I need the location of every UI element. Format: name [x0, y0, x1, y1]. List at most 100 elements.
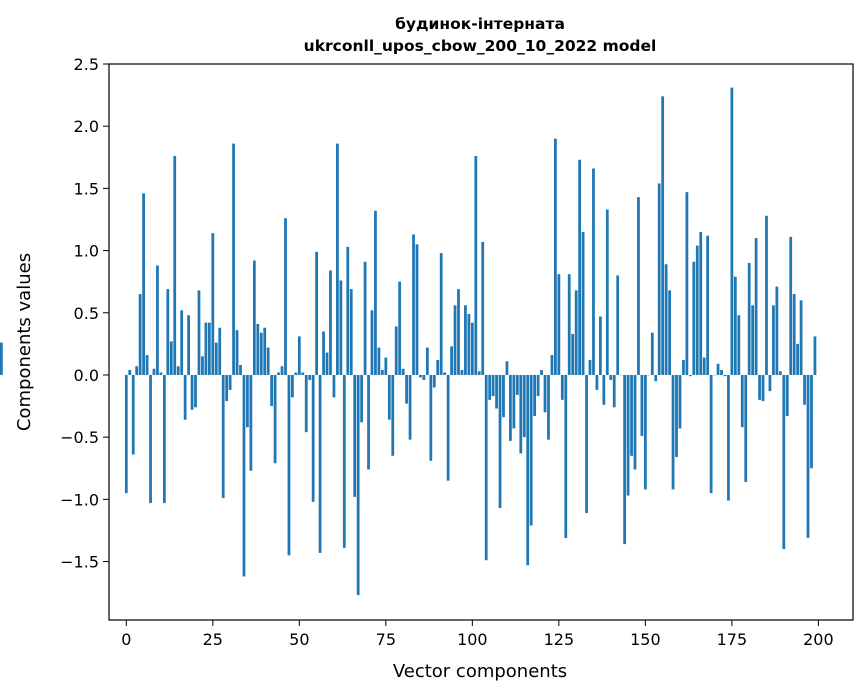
bar	[277, 372, 280, 375]
bar	[709, 374, 713, 494]
bar	[439, 253, 443, 375]
chart-title-line1: будинок-інтерната	[395, 15, 565, 33]
y-tick-label: 2.0	[74, 117, 99, 136]
bar	[252, 260, 256, 375]
bar	[159, 372, 163, 375]
bar	[408, 374, 412, 440]
bar	[474, 156, 478, 375]
bar	[602, 374, 606, 405]
bar	[270, 374, 274, 407]
bar	[394, 326, 398, 375]
bar	[585, 374, 588, 514]
bar	[304, 374, 308, 433]
bar	[401, 368, 405, 375]
bar	[221, 374, 225, 499]
bar	[419, 374, 422, 378]
bar	[443, 372, 447, 375]
bar	[374, 210, 377, 375]
bar	[682, 360, 685, 375]
bar	[190, 374, 194, 410]
bar	[346, 246, 350, 375]
bar	[515, 374, 519, 395]
bar	[526, 374, 530, 566]
bar	[339, 280, 343, 375]
bar	[162, 374, 166, 504]
bar	[706, 235, 710, 375]
bar	[145, 355, 149, 375]
bar	[782, 374, 786, 550]
bar	[370, 310, 374, 375]
bar	[536, 374, 540, 397]
bar	[654, 374, 658, 382]
bar	[550, 355, 554, 375]
y-axis-label: Components values	[14, 253, 35, 431]
bar	[557, 274, 561, 375]
bar	[803, 374, 806, 405]
bar	[405, 374, 408, 404]
bar	[650, 332, 654, 375]
x-tick-label: 150	[630, 630, 661, 649]
bar	[533, 374, 537, 417]
bar	[498, 374, 502, 509]
bar	[605, 209, 609, 375]
y-tick-label: 0.0	[74, 366, 99, 385]
bar	[768, 374, 772, 392]
bar	[723, 374, 727, 377]
bar	[522, 374, 526, 438]
bar	[640, 374, 644, 436]
bar	[775, 286, 779, 375]
bar	[242, 374, 246, 577]
bar	[554, 138, 557, 375]
bar	[225, 374, 229, 402]
bar	[692, 261, 696, 375]
bar	[599, 316, 602, 375]
bar	[467, 314, 471, 375]
bar	[630, 374, 633, 456]
bar	[643, 374, 647, 490]
bar	[477, 371, 481, 375]
bar	[228, 374, 232, 390]
bar	[291, 374, 294, 398]
bar	[214, 342, 218, 375]
bar	[678, 374, 682, 429]
bar	[425, 347, 429, 375]
bar	[246, 374, 249, 428]
bar	[616, 275, 620, 375]
bar	[484, 374, 488, 561]
bar	[273, 374, 277, 464]
bar	[754, 238, 758, 375]
bar	[259, 332, 263, 375]
bar	[751, 305, 755, 375]
bar	[772, 305, 775, 375]
bar	[813, 336, 817, 375]
bar	[318, 374, 322, 553]
bar	[218, 327, 222, 375]
bar	[633, 374, 637, 470]
bar	[702, 357, 706, 375]
bar	[387, 374, 391, 420]
bar	[637, 197, 640, 375]
bar	[415, 244, 419, 375]
bar	[266, 347, 270, 375]
bar	[547, 374, 550, 440]
bar	[349, 289, 353, 375]
x-tick-label: 25	[203, 630, 223, 649]
y-tick-label: 1.0	[74, 242, 99, 261]
bar	[744, 374, 748, 482]
plot-frame	[108, 63, 854, 621]
y-tick-label: −1.0	[60, 490, 99, 509]
bar	[519, 374, 523, 454]
bar	[574, 290, 578, 375]
bar	[294, 372, 298, 375]
bar	[592, 168, 595, 375]
bar	[529, 374, 533, 526]
bar	[453, 305, 457, 375]
y-tick-label: 1.5	[74, 179, 99, 198]
x-tick-label: 175	[717, 630, 748, 649]
bar	[360, 374, 363, 423]
bar	[740, 374, 744, 428]
bar	[810, 374, 813, 469]
bar	[730, 87, 734, 375]
bar	[0, 342, 3, 375]
bar	[232, 143, 235, 375]
